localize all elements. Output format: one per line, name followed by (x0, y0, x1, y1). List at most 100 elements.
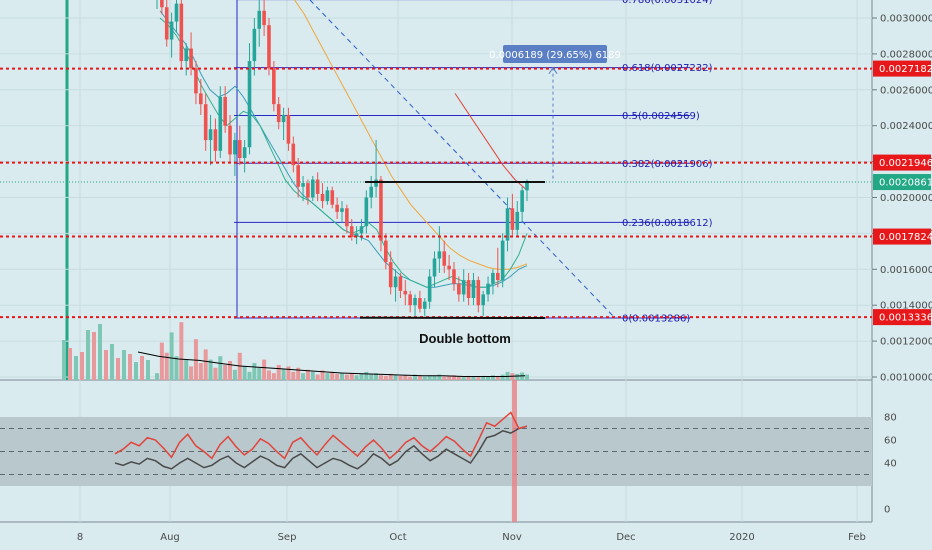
volume-bar-50 (398, 375, 403, 380)
time-tick-label-2: Sep (278, 532, 297, 543)
volume-bar-61 (451, 375, 456, 380)
candle-body-42 (359, 226, 364, 234)
rsi-signal-line (114, 425, 528, 470)
volume-bar-early-2 (74, 356, 78, 380)
volume-bar-59 (442, 376, 447, 380)
candle-body-5 (179, 3, 184, 62)
candle-body-34 (320, 193, 325, 202)
candle-body-32 (310, 179, 315, 198)
volume-bar-60 (447, 375, 452, 380)
volume-bar-51 (403, 375, 408, 380)
candle-body-54 (418, 298, 422, 309)
candle-body-11 (208, 129, 213, 141)
price-tick-label-3: 0.0024000 (880, 121, 932, 132)
volume-bars (62, 322, 529, 380)
volume-bar-4 (174, 356, 179, 380)
rsi-tick-label-0: 80 (884, 413, 897, 424)
fib-level-label-0: 0.786(0.0031024) (622, 0, 713, 6)
candle-body-21 (257, 10, 262, 29)
volume-bar-early-3 (80, 352, 84, 380)
price-tick-label-7: 0.0016000 (880, 265, 932, 276)
candle-body-29 (296, 165, 300, 187)
price-tag-bg-1 (873, 154, 931, 171)
volume-bar-6 (184, 359, 189, 380)
candle-body-24 (272, 68, 276, 105)
price-tag-label-0: 0.0027182 (879, 64, 932, 75)
volume-bar-40 (349, 373, 354, 380)
price-tick-label-8: 0.0014000 (880, 301, 932, 312)
rsi-highlight-bar (512, 380, 517, 522)
candle-body-15 (228, 125, 232, 155)
volume-bar-20 (252, 363, 257, 380)
time-tick-label-0: 8 (77, 532, 83, 543)
time-tick-label-1: Aug (160, 532, 180, 543)
price-tick-label-5: 0.0020000 (880, 193, 932, 204)
rsi-tick-label-1: 60 (884, 436, 897, 447)
volume-bar-27 (286, 366, 291, 380)
volume-bar-62 (456, 376, 461, 380)
volume-bar-66 (476, 377, 481, 380)
time-tick-label-4: Nov (502, 532, 522, 543)
price-axis[interactable]: 0.0030000 0.0028000 0.0026000 0.0024000 0.00… (872, 14, 932, 516)
price-tag-bg-4 (873, 309, 931, 326)
volume-bar-early-11 (128, 354, 132, 380)
volume-bar-36 (330, 371, 335, 380)
price-tick-label-10: 0.0010000 (880, 373, 932, 384)
volume-bar-35 (325, 373, 330, 380)
candle-body-57 (432, 258, 437, 277)
volume-bar-13 (218, 356, 223, 380)
volume-ma-line (137, 351, 526, 377)
candle-body-76 (525, 181, 529, 191)
volume-bar-55 (422, 376, 427, 380)
candle-body-22 (262, 10, 266, 26)
candle-body-47 (384, 240, 388, 263)
volume-bar-early-5 (92, 332, 96, 380)
candle-body-2 (164, 7, 169, 40)
price-tag-label-3: 0.0017824 (879, 232, 932, 243)
candle-body-70 (495, 272, 500, 281)
volume-bar-7 (189, 366, 194, 380)
price-tick-label-0: 0.0030000 (880, 14, 932, 25)
candle-body-37 (335, 204, 339, 212)
candle-body-65 (471, 280, 476, 299)
price-tag-bg-0 (873, 60, 931, 77)
candle-body-36 (330, 190, 335, 205)
volume-bar-42 (359, 373, 364, 380)
volume-bar-early-7 (104, 350, 108, 380)
volume-bar-10 (203, 349, 208, 380)
volume-bar-76 (525, 374, 529, 380)
volume-bar-early-13 (140, 356, 144, 380)
volume-bar-12 (213, 367, 218, 380)
measure-label-bg (503, 45, 607, 63)
candle-body-26 (281, 114, 286, 123)
candle-body-28 (291, 143, 296, 166)
candle-body-66 (476, 280, 481, 306)
volume-bar-1 (159, 342, 164, 380)
volume-bar-early-6 (98, 324, 102, 380)
candle-body-19 (247, 61, 252, 148)
volume-bar-54 (417, 375, 422, 380)
ma-orange-line (293, 0, 528, 270)
volume-bar-47 (383, 375, 388, 380)
candle-body-49 (393, 276, 398, 288)
volume-bar-41 (354, 375, 359, 380)
fib-level-label-4: 0.236(0.0018612) (622, 218, 713, 229)
volume-bar-57 (432, 375, 437, 380)
volume-bar-2 (164, 352, 169, 380)
volume-bar-early-1 (68, 348, 72, 380)
volume-bar-39 (344, 374, 349, 380)
candle-body-14 (223, 96, 227, 126)
price-tick-label-1: 0.0028000 (880, 49, 932, 60)
volume-bar-32 (310, 371, 315, 380)
time-axis[interactable]: 8 Aug Sep Oct Nov Dec 2020 Feb (77, 532, 866, 543)
volume-bar-0 (155, 373, 159, 380)
volume-bar-30 (301, 373, 306, 380)
candle-body-64 (466, 280, 471, 299)
volume-bar-18 (242, 366, 247, 380)
volume-bar-26 (281, 369, 286, 380)
time-tick-label-6: 2020 (729, 532, 754, 543)
volume-bar-46 (378, 375, 383, 380)
candle-body-45 (374, 179, 378, 187)
candle-body-4 (174, 3, 179, 22)
